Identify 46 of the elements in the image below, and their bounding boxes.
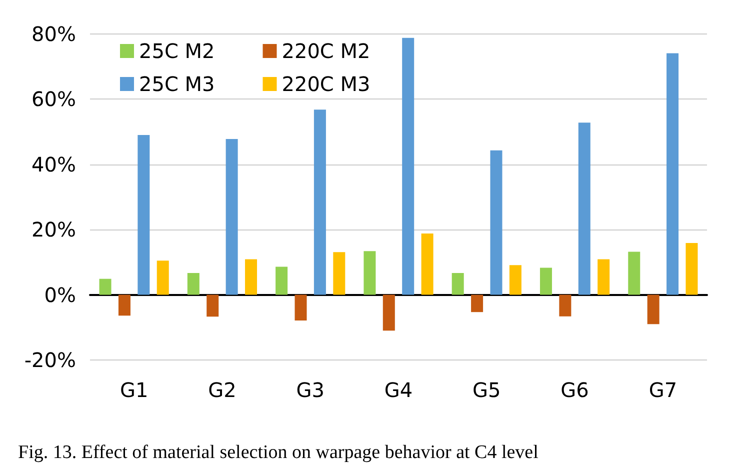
bar	[598, 259, 610, 295]
bar	[187, 272, 200, 295]
y-tick-label: 80%	[32, 22, 76, 46]
y-tick-label: -20%	[24, 348, 76, 372]
bar	[245, 259, 258, 295]
bar	[226, 138, 238, 295]
bar	[578, 122, 590, 295]
legend-label: 220C M2	[282, 39, 370, 63]
y-tick-label: 0%	[44, 282, 76, 307]
bar	[333, 252, 346, 295]
x-tick-label: G6	[560, 378, 589, 402]
y-tick-label: 40%	[32, 152, 76, 176]
bar	[490, 150, 502, 295]
bar	[99, 278, 112, 295]
y-tick-label: 20%	[32, 218, 76, 242]
bar	[647, 294, 660, 324]
bar	[421, 234, 434, 295]
x-tick-label: G4	[384, 378, 413, 402]
legend-label: 220C M3	[282, 72, 370, 96]
bar	[138, 135, 150, 295]
y-tick-label: 60%	[32, 87, 76, 112]
bar	[471, 294, 484, 312]
bar	[509, 265, 522, 295]
bar	[540, 268, 552, 295]
x-tick-label: G3	[296, 378, 324, 402]
bar	[156, 260, 169, 295]
x-tick-label: G1	[120, 378, 148, 402]
bar	[206, 294, 219, 317]
bar	[294, 294, 307, 321]
bar	[364, 251, 376, 295]
bar	[559, 294, 572, 316]
bar	[452, 272, 464, 295]
bar	[628, 252, 640, 295]
bar	[382, 294, 395, 331]
bar	[314, 110, 326, 295]
bar	[118, 294, 130, 316]
bar	[276, 266, 288, 295]
x-tick-label: G5	[472, 378, 501, 402]
bar	[402, 38, 414, 295]
legend-label: 25C M2	[139, 39, 215, 63]
caption: Fig. 13. Effect of material selection on warpage behavior at C4 level	[18, 442, 538, 463]
bar	[686, 242, 698, 295]
x-tick-label: G7	[648, 378, 678, 402]
legend-label: 25C M3	[139, 72, 215, 96]
bar	[666, 53, 679, 295]
x-tick-label: G2	[208, 378, 236, 402]
